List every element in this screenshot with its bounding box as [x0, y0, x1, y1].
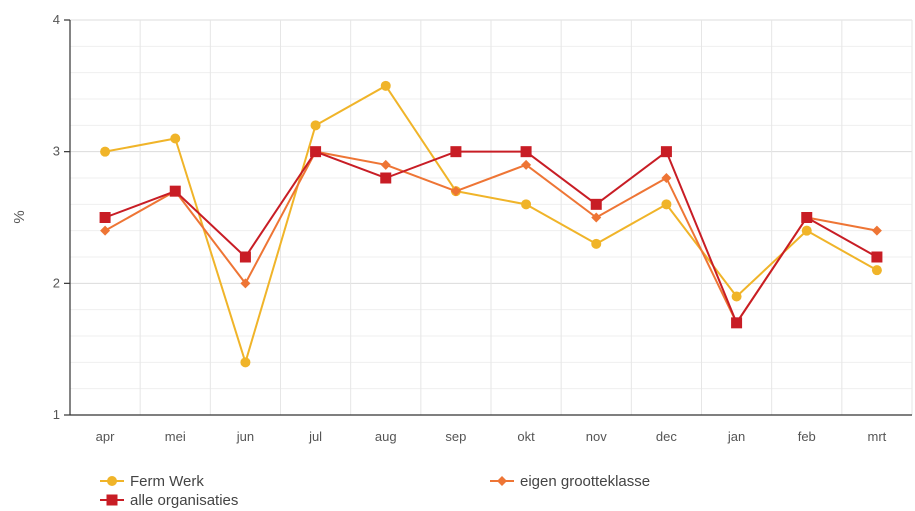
x-tick-label: mrt: [868, 429, 887, 444]
data-point: [100, 146, 111, 157]
legend-marker: [106, 494, 118, 506]
legend-item[interactable]: eigen grootteklasse: [490, 473, 650, 490]
y-tick-label: 2: [53, 275, 60, 290]
x-tick-label: dec: [656, 429, 677, 444]
x-tick-label: okt: [517, 429, 535, 444]
y-tick-label: 3: [53, 144, 60, 159]
data-point: [100, 225, 111, 236]
data-point: [591, 238, 602, 249]
series-line: [104, 84, 878, 364]
data-point: [99, 212, 111, 223]
legend-label: eigen grootteklasse: [520, 473, 650, 490]
x-tick-label: apr: [96, 429, 115, 444]
data-point: [801, 212, 813, 223]
series-layer: [99, 80, 883, 368]
x-tick-label: nov: [586, 429, 607, 444]
data-point: [380, 80, 391, 91]
legend: Ferm Werk eigen grootteklasse alle organis…: [100, 473, 650, 509]
series-line: [104, 150, 878, 324]
data-point: [310, 120, 321, 131]
data-point: [450, 186, 461, 197]
data-point: [871, 225, 882, 236]
y-tick-labels: 1 2 3 4: [53, 12, 60, 422]
y-tick-label: 4: [53, 12, 60, 27]
data-point: [240, 278, 251, 289]
data-point: [239, 251, 251, 263]
data-point: [520, 146, 532, 158]
data-point: [731, 317, 743, 329]
data-point: [380, 159, 391, 170]
legend-item[interactable]: Ferm Werk: [100, 473, 204, 490]
data-point: [380, 172, 392, 184]
data-point: [521, 199, 532, 210]
data-point: [731, 291, 742, 302]
data-point: [170, 133, 181, 144]
x-tick-label: mei: [165, 429, 186, 444]
data-point: [169, 185, 181, 197]
legend-marker: [107, 476, 117, 486]
y-axis-label: %: [11, 210, 28, 223]
legend-marker: [497, 476, 507, 486]
x-tick-label: jul: [308, 429, 322, 444]
data-point: [801, 225, 812, 236]
data-point: [450, 146, 462, 158]
data-point: [521, 159, 532, 170]
legend-item[interactable]: alle organisaties: [100, 492, 238, 509]
y-tick-label: 1: [53, 407, 60, 422]
axes: [64, 19, 912, 416]
series-alle-organisaties: [99, 146, 883, 329]
x-tick-labels: apr mei jun jul aug sep okt nov dec jan feb mrt: [96, 429, 887, 444]
data-point: [310, 146, 322, 158]
data-point: [661, 199, 672, 210]
x-tick-label: jun: [236, 429, 254, 444]
x-tick-label: aug: [375, 429, 397, 444]
data-point: [661, 173, 672, 183]
x-tick-label: jan: [727, 429, 745, 444]
x-tick-label: feb: [798, 429, 816, 444]
data-point: [660, 146, 672, 158]
grid: [70, 19, 913, 416]
legend-label: alle organisaties: [130, 492, 238, 509]
data-point: [871, 251, 883, 263]
x-tick-label: sep: [445, 429, 466, 444]
data-point: [871, 265, 882, 276]
data-point: [590, 198, 602, 210]
data-point: [240, 357, 251, 368]
data-point: [591, 212, 602, 223]
legend-label: Ferm Werk: [130, 473, 204, 490]
